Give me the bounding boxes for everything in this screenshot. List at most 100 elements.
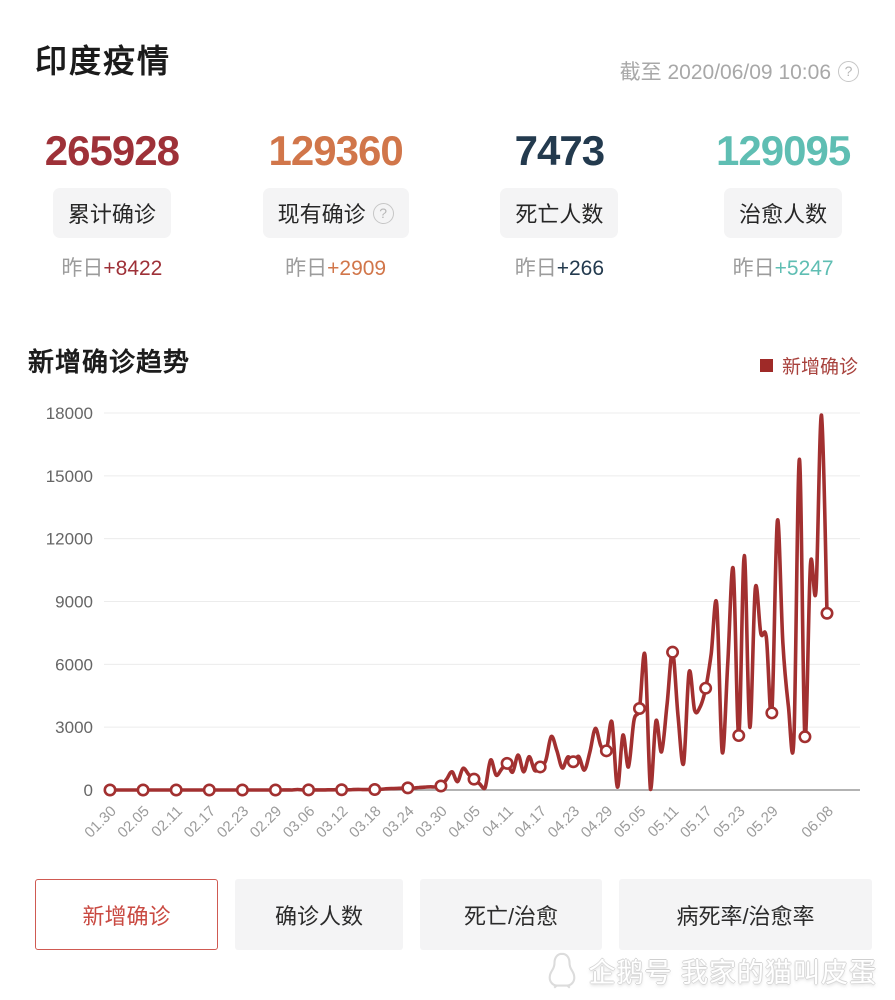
data-point-marker[interactable] [820, 606, 834, 620]
tab-confirmed-count[interactable]: 确诊人数 [235, 879, 403, 950]
delta-prefix: 昨日 [61, 257, 104, 280]
data-point-marker[interactable] [302, 783, 316, 797]
data-point-marker[interactable] [268, 783, 282, 797]
tab-fatality-recovery-rate[interactable]: 病死率/治愈率 [619, 879, 872, 950]
data-point-marker[interactable] [434, 779, 448, 793]
legend-label: 新增确诊 [781, 357, 858, 378]
x-axis-label: 04.29 [578, 803, 617, 842]
y-axis-label: 15000 [46, 467, 93, 486]
x-axis-label: 05.11 [645, 803, 683, 841]
tab-deaths-recovered[interactable]: 死亡/治愈 [420, 879, 602, 950]
data-point-marker[interactable] [103, 783, 117, 797]
data-point-marker[interactable] [401, 781, 415, 795]
stat-label-text: 现有确诊 [277, 202, 366, 227]
x-axis-label: 01.30 [81, 803, 120, 842]
chart-tabs: 新增确诊 确诊人数 死亡/治愈 病死率/治愈率 [35, 879, 872, 950]
delta-value: +8422 [103, 257, 163, 280]
y-axis-label: 18000 [46, 404, 93, 423]
x-axis-label: 03.18 [346, 803, 385, 842]
chart-title: 新增确诊趋势 [28, 347, 191, 377]
delta-prefix: 昨日 [514, 257, 557, 280]
data-point-marker[interactable] [533, 760, 547, 774]
x-axis-label: 02.23 [214, 803, 253, 842]
page-title: 印度疫情 [35, 43, 172, 79]
data-point-marker[interactable] [368, 782, 382, 796]
x-axis-label: 04.11 [479, 803, 517, 841]
x-axis-label: 03.06 [280, 803, 319, 842]
stat-delta: 昨日+2909 [285, 252, 386, 282]
trend-line [108, 413, 829, 792]
x-axis-label: 06.08 [798, 803, 837, 842]
stat-value: 129360 [268, 127, 404, 174]
y-axis-label: 3000 [55, 718, 93, 737]
data-point-marker[interactable] [202, 783, 216, 797]
x-axis-label: 05.05 [611, 803, 650, 842]
x-axis-label: 04.23 [545, 803, 584, 842]
delta-value: +266 [556, 257, 605, 280]
data-point-marker[interactable] [500, 756, 514, 770]
data-point-marker[interactable] [765, 706, 779, 720]
stat-delta: 昨日+5247 [733, 252, 834, 282]
data-point-marker[interactable] [566, 755, 580, 769]
data-point-marker[interactable] [235, 783, 249, 797]
y-axis-label: 0 [84, 781, 93, 800]
data-point-marker[interactable] [798, 730, 812, 744]
x-axis-label: 03.30 [412, 803, 451, 842]
tab-new-confirmed[interactable]: 新增确诊 [35, 879, 218, 950]
delta-value: +2909 [327, 257, 387, 280]
legend-item-new-confirmed[interactable]: 新增确诊 [759, 352, 858, 379]
y-axis-label: 9000 [55, 593, 93, 612]
stat-value: 265928 [44, 127, 180, 174]
stat-label: 累计确诊 [52, 188, 171, 238]
data-point-marker[interactable] [136, 783, 150, 797]
watermark: 企鹅号 我家的猫叫皮蛋 [544, 950, 877, 990]
stat-card-cumulative-confirmed: 265928 累计确诊 昨日+8422 [0, 130, 224, 282]
stat-label-text: 治愈人数 [739, 202, 828, 227]
x-axis-label: 05.23 [710, 803, 749, 842]
help-icon[interactable]: ? [838, 60, 859, 82]
help-icon[interactable]: ? [372, 202, 394, 224]
data-point-marker[interactable] [335, 783, 349, 797]
trend-line-chart: 030006000900012000150001800001.3002.0502… [46, 404, 860, 842]
delta-prefix: 昨日 [285, 257, 328, 280]
stat-label-text: 死亡人数 [515, 202, 604, 227]
data-timestamp: 截至 2020/06/09 10:06 ? [620, 56, 859, 86]
watermark-text: 企鹅号 我家的猫叫皮蛋 [588, 957, 877, 988]
x-axis-label: 05.29 [743, 803, 782, 842]
data-point-marker[interactable] [732, 729, 746, 743]
stat-delta: 昨日+8422 [61, 252, 162, 282]
data-point-marker[interactable] [632, 702, 646, 716]
delta-value: +5247 [774, 257, 834, 280]
stats-row: 265928 累计确诊 昨日+8422 129360 现有确诊 ? 昨日+290… [0, 130, 895, 282]
data-point-marker[interactable] [169, 783, 183, 797]
legend-swatch [759, 359, 773, 372]
x-axis-label: 05.17 [677, 803, 716, 842]
stat-delta: 昨日+266 [515, 252, 604, 282]
data-point-marker[interactable] [666, 645, 680, 659]
data-point-marker[interactable] [599, 744, 613, 758]
penguin-icon [549, 952, 576, 989]
stat-card-recovered: 129095 治愈人数 昨日+5247 [671, 130, 895, 282]
x-axis-label: 04.17 [511, 803, 550, 842]
x-axis-label: 02.05 [114, 803, 153, 842]
x-axis-label: 03.12 [313, 803, 352, 842]
as-of-label: 截至 2020/06/09 10:06 [619, 61, 831, 84]
x-axis-label: 04.05 [445, 803, 484, 842]
x-axis-label: 02.17 [181, 803, 220, 842]
stat-label: 现有确诊 ? [262, 188, 409, 238]
stat-label-text: 累计确诊 [67, 202, 156, 227]
stat-card-active-confirmed: 129360 现有确诊 ? 昨日+2909 [224, 130, 448, 282]
stat-label: 治愈人数 [724, 188, 843, 238]
x-axis-label: 02.11 [148, 803, 186, 841]
x-axis-label: 02.29 [247, 803, 286, 842]
delta-prefix: 昨日 [732, 257, 775, 280]
stat-value: 7473 [514, 127, 605, 174]
x-axis-label: 03.24 [379, 803, 418, 842]
y-axis-label: 6000 [55, 655, 93, 674]
stat-card-deaths: 7473 死亡人数 昨日+266 [448, 130, 672, 282]
y-axis-label: 12000 [46, 530, 93, 549]
data-point-marker[interactable] [467, 772, 481, 786]
data-point-marker[interactable] [699, 681, 713, 695]
stat-value: 129095 [716, 127, 851, 174]
